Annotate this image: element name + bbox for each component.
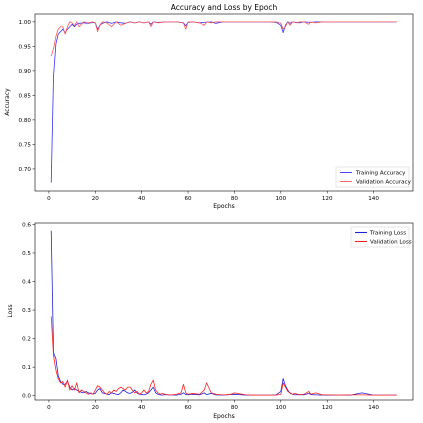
accuracy-x-tick-label: 120 bbox=[322, 196, 333, 202]
accuracy-x-tick-label: 100 bbox=[275, 196, 286, 202]
series-line-validation-accuracy bbox=[50, 21, 397, 57]
accuracy-y-tick-label: 0.85 bbox=[19, 93, 32, 99]
loss-x-tick-label: 140 bbox=[368, 405, 379, 411]
accuracy-y-tick-label: 0.95 bbox=[19, 44, 32, 50]
loss-legend: Training Loss Validation Loss bbox=[350, 226, 412, 248]
chart-title: Accuracy and Loss by Epoch bbox=[171, 3, 278, 12]
accuracy-y-axis-label: Accuracy bbox=[4, 88, 11, 116]
loss-plot-frame bbox=[34, 222, 414, 401]
loss-y-tick-label: 0.1 bbox=[22, 365, 31, 371]
accuracy-legend: Training Accuracy Validation Accuracy bbox=[335, 166, 412, 188]
series-line-validation-loss bbox=[50, 316, 397, 396]
loss-y-axis-label: Loss bbox=[7, 304, 14, 317]
loss-y-tick-label: 0.2 bbox=[22, 337, 31, 343]
accuracy-legend-box bbox=[335, 166, 410, 188]
loss-y-tick-label: 0.3 bbox=[22, 308, 31, 314]
loss-x-tick-label: 20 bbox=[92, 405, 100, 411]
series-line-training-loss bbox=[50, 230, 397, 396]
accuracy-x-axis-label: Epochs bbox=[213, 203, 235, 210]
accuracy-x-tick-label: 140 bbox=[368, 196, 379, 202]
loss-panel: 0 20 40 60 80 100 120 1400.00.10.20.30.40.50.6 … bbox=[7, 222, 414, 420]
legend-label-training-accuracy: Training Accuracy bbox=[355, 171, 406, 177]
accuracy-y-tick-label: 0.75 bbox=[19, 142, 32, 148]
accuracy-plot-frame bbox=[34, 13, 414, 192]
loss-x-axis-label: Epochs bbox=[213, 413, 235, 420]
accuracy-y-tick-label: 0.80 bbox=[19, 118, 32, 124]
legend-label-validation-loss: Validation Loss bbox=[370, 240, 412, 246]
loss-x-tick-label: 80 bbox=[231, 405, 239, 411]
loss-x-tick-label: 40 bbox=[138, 405, 146, 411]
accuracy-x-tick-label: 80 bbox=[231, 196, 239, 202]
loss-y-tick-label: 0.4 bbox=[22, 280, 31, 286]
accuracy-y-tick-label: 0.90 bbox=[19, 69, 32, 75]
legend-label-validation-accuracy: Validation Accuracy bbox=[356, 180, 412, 186]
series-line-training-accuracy bbox=[50, 21, 397, 183]
loss-y-tick-label: 0.6 bbox=[22, 222, 31, 228]
accuracy-ticks: 0 20 40 60 80 100 120 140 0.70 0.75 0.80 0.85 0.90 0.… bbox=[19, 20, 380, 202]
accuracy-x-tick-label: 20 bbox=[92, 196, 100, 202]
legend-label-training-loss: Training Loss bbox=[369, 231, 406, 237]
loss-y-tick-label: 0.0 bbox=[22, 394, 31, 400]
accuracy-panel: Accuracy and Loss by Epoch 0 20 40 60 80 100 1… bbox=[4, 3, 414, 210]
loss-x-tick-label: 60 bbox=[184, 405, 192, 411]
loss-x-tick-label: 100 bbox=[275, 405, 286, 411]
loss-x-tick-label: 120 bbox=[322, 405, 333, 411]
accuracy-x-tick-label: 0 bbox=[47, 196, 51, 202]
accuracy-x-tick-label: 60 bbox=[184, 196, 192, 202]
accuracy-x-tick-label: 40 bbox=[138, 196, 146, 202]
accuracy-y-tick-label: 0.70 bbox=[19, 167, 32, 173]
accuracy-y-tick-label: 1.00 bbox=[19, 20, 32, 26]
loss-x-tick-label: 0 bbox=[47, 405, 51, 411]
accuracy-series bbox=[50, 21, 397, 183]
loss-ticks: 0 20 40 60 80 100 120 140 0.0 0.1 0.2 0.3 0.4 0.5 0.6 bbox=[22, 222, 379, 411]
loss-y-tick-label: 0.5 bbox=[22, 251, 31, 257]
loss-series bbox=[50, 230, 397, 396]
